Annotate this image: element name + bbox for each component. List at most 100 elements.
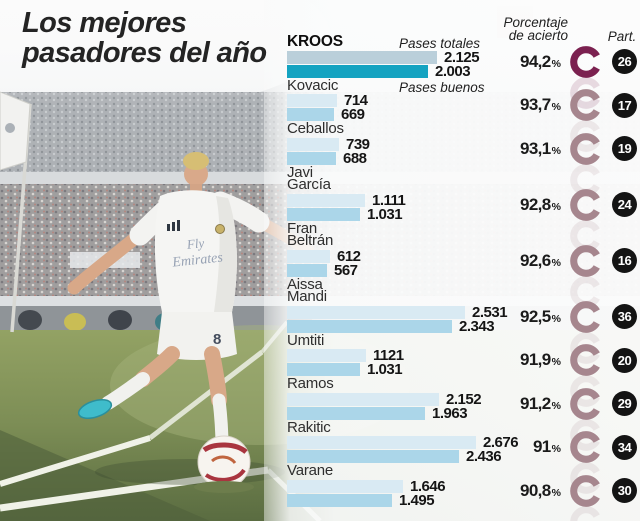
good-passes-bar <box>287 108 334 121</box>
matches-badge: 20 <box>612 347 637 373</box>
total-passes-value: 2.531 <box>472 303 508 321</box>
row-right-column: 92,5% 36 <box>507 300 637 364</box>
accuracy-percent-value: 93,1 <box>519 138 551 158</box>
accuracy-percent-value: 92,6 <box>519 250 551 270</box>
percent-symbol: % <box>551 200 561 213</box>
accuracy-ring-icon <box>569 132 603 196</box>
good-passes-value: 688 <box>343 149 367 167</box>
page-title: Los mejores pasadores del año <box>22 7 267 69</box>
good-passes-bar <box>287 207 360 221</box>
percent-symbol: % <box>551 256 561 269</box>
player-row: Varane 1.646 1.495 90,8% 30 <box>287 462 640 521</box>
player-row: Umtiti 1121 1.031 91,9% 20 <box>287 331 640 407</box>
accuracy-percent-value: 92,5 <box>519 306 551 326</box>
accuracy-percent-value: 91,9 <box>519 350 551 369</box>
percent-symbol: % <box>551 486 561 499</box>
total-passes-line: 1121 <box>287 347 640 364</box>
total-passes-line: 1.111 <box>287 192 640 209</box>
row-right-column: 91,2% 29 <box>507 387 637 451</box>
player-row: Ceballos 739 688 93,1% 19 <box>287 121 640 196</box>
accuracy-ring-icon <box>569 300 603 364</box>
total-passes-bar <box>287 392 439 406</box>
row-right-column: 91% 34 <box>507 431 637 494</box>
total-passes-bar <box>287 305 465 319</box>
good-passes-bar <box>287 450 459 463</box>
accuracy-percent-value: 93,7 <box>519 95 551 114</box>
total-passes-line: 2.676 <box>287 434 640 451</box>
good-passes-value: 2.003 <box>435 62 471 80</box>
accuracy-percent-value: 94,2 <box>519 51 551 71</box>
percent-symbol: % <box>551 144 561 157</box>
good-passes-line: 567 <box>287 262 640 279</box>
row-right-column: 93,1% 19 <box>507 132 637 196</box>
accuracy-ring-icon <box>569 474 603 521</box>
total-passes-line: 739 <box>287 135 640 153</box>
svg-text:Emirates: Emirates <box>171 250 224 270</box>
total-passes-value: 739 <box>346 135 370 153</box>
series-label: Pases buenos <box>399 79 485 95</box>
player-name: Varane <box>287 462 334 479</box>
percent-symbol: % <box>551 101 561 113</box>
accuracy-percent: 91% <box>507 437 561 457</box>
accuracy-ring-icon <box>569 188 603 252</box>
good-passes-line: 1.963 <box>287 405 640 422</box>
total-passes-value: 2.152 <box>446 390 482 408</box>
matches-badge: 19 <box>612 136 637 161</box>
svg-text:Fly: Fly <box>185 235 205 252</box>
matches-badge: 34 <box>612 434 637 460</box>
accuracy-percent: 91,9% <box>507 350 561 370</box>
good-passes-value: 1.495 <box>399 491 435 509</box>
player-row: Fran Beltrán 612 567 92,6% 16 <box>287 221 640 308</box>
good-passes-bar <box>287 493 392 507</box>
matches-badge: 26 <box>612 49 637 74</box>
accuracy-percent-value: 92,8 <box>519 194 551 214</box>
total-passes-bar <box>287 94 337 107</box>
total-passes-bar <box>287 249 330 263</box>
row-right-column: 91,9% 20 <box>507 344 637 407</box>
total-passes-line: 1.646 <box>287 477 640 495</box>
total-passes-bar <box>287 349 366 362</box>
row-right-column: 92,8% 24 <box>507 188 637 252</box>
percent-symbol: % <box>551 312 561 325</box>
accuracy-ring-icon <box>569 387 603 451</box>
player-row: Rakitic 2.676 2.436 91% 34 <box>287 418 640 494</box>
good-passes-value: 2.343 <box>459 317 495 335</box>
accuracy-column-header: Porcentaje de acierto <box>503 15 568 43</box>
matches-badge: 30 <box>612 478 637 503</box>
player-name: Kovacic <box>287 76 339 94</box>
percent-symbol: % <box>551 57 561 70</box>
accuracy-ring-icon <box>569 45 603 109</box>
player-name: Umtiti <box>287 331 325 349</box>
accuracy-ring-icon <box>569 244 603 308</box>
total-passes-bar <box>287 137 339 151</box>
good-passes-line: 669 <box>287 106 640 123</box>
good-passes-value: 1.031 <box>367 205 403 223</box>
matches-badge: 36 <box>612 304 637 329</box>
player-row: Aissa Mandi 2.531 2.343 92,5% 36 <box>287 277 640 364</box>
player-row: Kovacic Pases buenos 714 669 93,7% 17 <box>287 76 640 152</box>
accuracy-percent: 90,8% <box>507 481 561 501</box>
accuracy-percent: 92,8% <box>507 195 561 215</box>
player-name: Ramos <box>287 375 334 392</box>
good-passes-value: 669 <box>341 106 365 123</box>
total-passes-value: 1.646 <box>410 477 446 495</box>
passers-chart: Porcentaje de acierto Part. KROOS Pases … <box>287 16 640 521</box>
player-name: Rakitic <box>287 418 331 436</box>
player-name: Javi García <box>287 163 331 193</box>
matches-badge: 16 <box>612 248 637 273</box>
good-passes-bar <box>287 263 327 277</box>
total-passes-value: 2.676 <box>483 434 519 451</box>
good-passes-line: 2.436 <box>287 448 640 465</box>
total-passes-value: 2.125 <box>444 48 480 66</box>
total-passes-value: 1121 <box>373 347 404 364</box>
accuracy-percent-value: 90,8 <box>519 480 551 500</box>
total-passes-line: 2.152 <box>287 390 640 408</box>
accuracy-percent: 93,1% <box>507 139 561 159</box>
good-passes-line: 2.343 <box>287 317 640 335</box>
percent-symbol: % <box>551 399 561 412</box>
matches-badge: 29 <box>612 391 637 416</box>
total-passes-bar <box>287 50 437 64</box>
total-passes-line: 714 <box>287 92 640 109</box>
good-passes-line: 1.495 <box>287 491 640 509</box>
total-passes-value: 714 <box>344 92 368 109</box>
